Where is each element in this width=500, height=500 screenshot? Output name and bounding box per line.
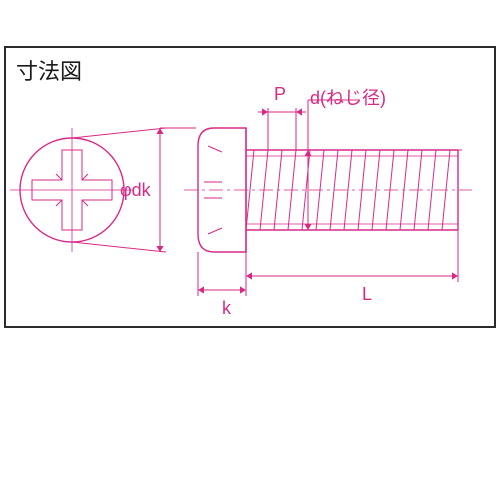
diagram-svg <box>0 0 500 500</box>
label-P: P <box>274 84 286 105</box>
label-phi-dk: φdk <box>120 180 151 201</box>
label-d: d(ねじ径) <box>310 84 386 110</box>
label-k: k <box>222 298 231 319</box>
label-L: L <box>362 284 372 305</box>
